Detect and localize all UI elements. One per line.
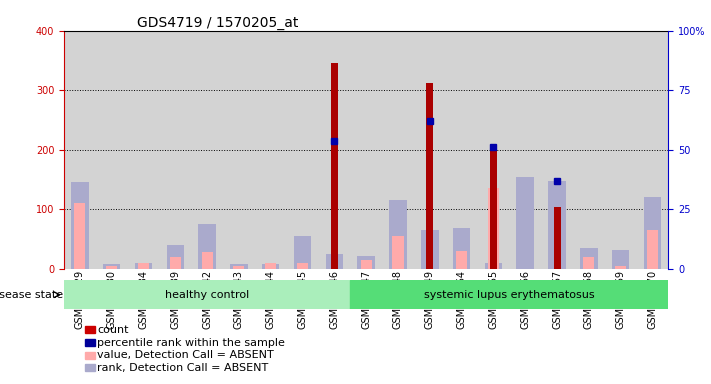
Bar xyxy=(615,266,626,269)
Text: rank, Detection Call = ABSENT: rank, Detection Call = ABSENT xyxy=(97,363,269,373)
Bar xyxy=(583,257,594,269)
Bar xyxy=(127,31,159,269)
Bar xyxy=(389,200,407,269)
Bar xyxy=(490,150,497,269)
Bar xyxy=(170,257,181,269)
Bar xyxy=(580,248,597,269)
Bar xyxy=(612,250,629,269)
Bar xyxy=(265,263,277,269)
Bar xyxy=(294,236,311,269)
Bar xyxy=(96,31,127,269)
Bar xyxy=(135,263,152,269)
Bar xyxy=(421,230,439,269)
Bar xyxy=(64,280,351,309)
Bar xyxy=(198,224,216,269)
Bar xyxy=(548,181,566,269)
Text: GDS4719 / 1570205_at: GDS4719 / 1570205_at xyxy=(137,16,298,30)
Bar xyxy=(553,207,560,269)
Bar xyxy=(319,31,351,269)
Bar xyxy=(647,230,658,269)
Bar xyxy=(138,263,149,269)
Bar xyxy=(103,264,120,269)
Bar xyxy=(446,31,478,269)
Bar xyxy=(636,31,668,269)
Bar xyxy=(75,204,85,269)
Bar xyxy=(392,236,404,269)
Bar xyxy=(297,263,308,269)
Bar xyxy=(191,31,223,269)
Text: value, Detection Call = ABSENT: value, Detection Call = ABSENT xyxy=(97,350,274,360)
Text: systemic lupus erythematosus: systemic lupus erythematosus xyxy=(424,290,594,300)
Bar xyxy=(233,266,245,269)
Bar xyxy=(509,31,541,269)
Bar xyxy=(331,63,338,269)
Bar xyxy=(106,266,117,269)
Bar xyxy=(414,31,446,269)
Text: healthy control: healthy control xyxy=(165,290,250,300)
Bar xyxy=(201,252,213,269)
Bar xyxy=(287,31,319,269)
Bar xyxy=(453,228,471,269)
Bar xyxy=(71,182,89,269)
Bar xyxy=(223,31,255,269)
Bar xyxy=(573,31,605,269)
Bar xyxy=(488,189,499,269)
Bar xyxy=(64,31,96,269)
Bar xyxy=(516,177,534,269)
Bar xyxy=(541,31,573,269)
Bar xyxy=(605,31,636,269)
Bar xyxy=(351,31,382,269)
Text: count: count xyxy=(97,325,129,335)
Bar xyxy=(358,256,375,269)
Text: percentile rank within the sample: percentile rank within the sample xyxy=(97,338,285,348)
Bar xyxy=(643,197,661,269)
Bar xyxy=(326,254,343,269)
Bar xyxy=(159,31,191,269)
Bar xyxy=(230,264,247,269)
Bar xyxy=(478,31,509,269)
Bar xyxy=(456,251,467,269)
Bar xyxy=(485,263,502,269)
Text: disease state: disease state xyxy=(0,290,63,300)
Bar xyxy=(382,31,414,269)
Bar xyxy=(255,31,287,269)
Bar xyxy=(427,83,433,269)
Bar xyxy=(166,245,184,269)
Bar xyxy=(262,264,279,269)
Bar xyxy=(351,280,668,309)
Bar xyxy=(360,260,372,269)
